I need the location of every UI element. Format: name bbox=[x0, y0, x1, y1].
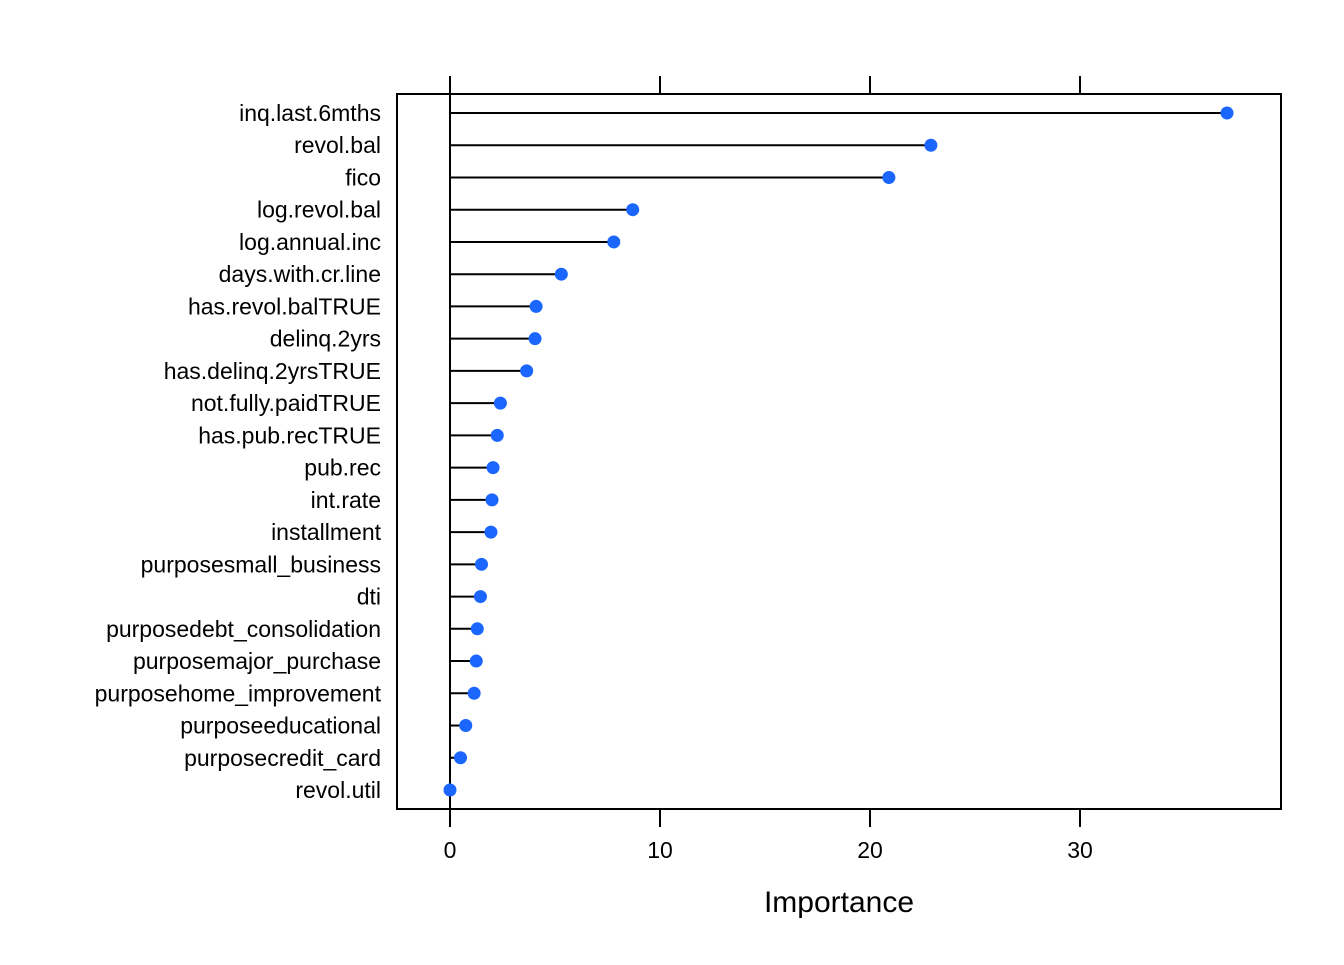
x-axis-title: Importance bbox=[764, 886, 914, 919]
x-tick-label: 30 bbox=[1067, 837, 1093, 863]
importance-point bbox=[473, 590, 487, 604]
category-label: inq.last.6mths bbox=[239, 100, 381, 126]
importance-point bbox=[493, 396, 507, 410]
category-label: purposedebt_consolidation bbox=[106, 616, 381, 642]
category-label: log.annual.inc bbox=[239, 229, 381, 255]
importance-point bbox=[454, 751, 467, 765]
x-tick-label: 0 bbox=[444, 837, 457, 863]
importance-point bbox=[607, 235, 621, 249]
importance-point bbox=[469, 654, 483, 668]
importance-point bbox=[1220, 106, 1234, 120]
importance-point bbox=[529, 299, 543, 313]
category-label: purposecredit_card bbox=[184, 745, 381, 771]
importance-point bbox=[443, 783, 457, 797]
category-label: has.pub.recTRUE bbox=[198, 422, 381, 448]
category-label: days.with.cr.line bbox=[219, 261, 381, 287]
importance-point bbox=[486, 461, 500, 475]
category-label: has.delinq.2yrsTRUE bbox=[164, 358, 381, 384]
x-tick-label: 10 bbox=[647, 837, 673, 863]
category-label: fico bbox=[345, 164, 381, 190]
category-label: int.rate bbox=[311, 487, 381, 513]
importance-point bbox=[484, 525, 498, 539]
category-label: purposesmall_business bbox=[141, 551, 381, 577]
category-label: installment bbox=[271, 519, 382, 545]
importance-point bbox=[470, 622, 484, 636]
importance-point bbox=[485, 493, 499, 507]
category-label: not.fully.paidTRUE bbox=[191, 390, 381, 416]
category-label: purposemajor_purchase bbox=[133, 648, 381, 674]
category-label: has.revol.balTRUE bbox=[188, 293, 381, 319]
top-ticks bbox=[449, 76, 1081, 94]
importance-point bbox=[528, 332, 542, 346]
category-label: dti bbox=[357, 584, 381, 610]
category-label: log.revol.bal bbox=[257, 197, 381, 223]
bottom-ticks: 0 10 20 30 bbox=[444, 809, 1093, 863]
category-label: purposehome_improvement bbox=[95, 680, 382, 706]
data-marks bbox=[443, 94, 1234, 809]
plot-frame bbox=[396, 93, 1282, 810]
category-label: delinq.2yrs bbox=[270, 326, 381, 352]
x-tick-label: 20 bbox=[857, 837, 883, 863]
category-label: revol.bal bbox=[294, 132, 381, 158]
importance-point bbox=[626, 203, 640, 217]
category-labels: inq.last.6mths revol.bal fico log.revol.bal… bbox=[95, 100, 382, 803]
category-label: revol.util bbox=[295, 777, 381, 803]
category-label: pub.rec bbox=[304, 455, 381, 481]
importance-point bbox=[459, 719, 473, 733]
importance-point bbox=[467, 686, 481, 700]
importance-point bbox=[554, 267, 568, 281]
importance-point bbox=[520, 364, 534, 378]
importance-point bbox=[882, 170, 896, 184]
importance-point bbox=[475, 557, 488, 571]
importance-point bbox=[490, 428, 504, 442]
category-label: purposeeducational bbox=[180, 713, 381, 739]
importance-point bbox=[924, 138, 938, 152]
